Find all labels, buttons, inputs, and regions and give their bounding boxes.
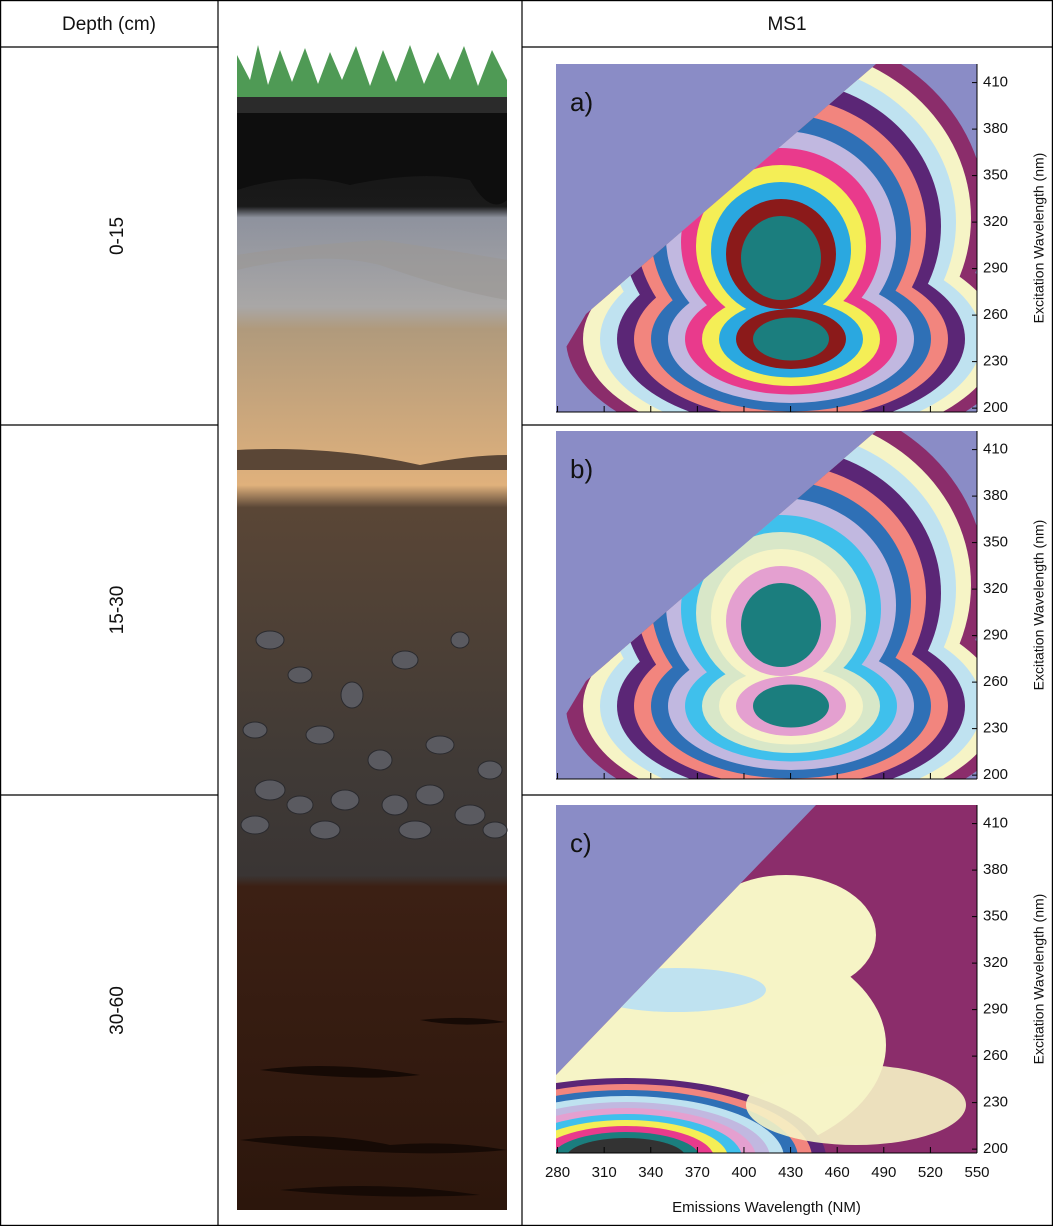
depth-label: 15-30 [107, 586, 128, 635]
y-tick-label: 410 [983, 74, 1008, 91]
panel-label: c) [570, 828, 592, 858]
x-tick-label: 430 [778, 1164, 803, 1181]
contour [746, 1065, 966, 1145]
y-tick-label: 410 [983, 441, 1008, 458]
y-tick-label: 230 [983, 353, 1008, 370]
y-tick-label: 290 [983, 260, 1008, 277]
page: Depth (cm) MS1 0-15 a) 200 230 260 290 320 350 3… [0, 0, 1053, 1231]
y-tick-label: 200 [983, 399, 1008, 416]
x-tick-label: 490 [871, 1164, 896, 1181]
header-sample: MS1 [767, 14, 806, 35]
figure: Depth (cm) MS1 0-15 a) 200 230 260 290 320 350 3… [0, 0, 1053, 1226]
y-tick-label: 410 [983, 815, 1008, 832]
x-axis-label: Emissions Wavelength (NM) [672, 1199, 861, 1216]
eem-plot: c) 200 230 260 290 320 350 380 410 280 310 340 370 40… [426, 805, 1047, 1226]
y-tick-label: 230 [983, 1094, 1008, 1111]
y-tick-label: 290 [983, 627, 1008, 644]
contour [566, 1138, 686, 1178]
x-tick-label: 370 [685, 1164, 710, 1181]
y-tick-label: 290 [983, 1001, 1008, 1018]
y-tick-label: 200 [983, 1140, 1008, 1157]
y-tick-label: 260 [983, 1047, 1008, 1064]
y-tick-label: 320 [983, 954, 1008, 971]
soil-profile [237, 45, 507, 1210]
eem-plot: a) 200 230 260 290 320 350 380 410 Excitation Wav… [556, 29, 1047, 454]
contour [753, 685, 829, 728]
panel-label: b) [570, 454, 593, 484]
y-tick-label: 350 [983, 167, 1008, 184]
y-tick-label: 380 [983, 120, 1008, 137]
x-tick-label: 280 [545, 1164, 570, 1181]
header-depth: Depth (cm) [62, 14, 156, 35]
y-tick-label: 380 [983, 487, 1008, 504]
y-tick-label: 200 [983, 766, 1008, 783]
y-tick-label: 230 [983, 720, 1008, 737]
y-axis-label: Excitation Wavelength (nm) [1031, 520, 1047, 691]
x-tick-label: 550 [964, 1164, 989, 1181]
panel-label: a) [570, 87, 593, 117]
contour [741, 583, 821, 667]
y-tick-label: 380 [983, 861, 1008, 878]
x-tick-label: 460 [825, 1164, 850, 1181]
y-tick-label: 350 [983, 534, 1008, 551]
depth-label: 0-15 [107, 217, 128, 255]
x-tick-label: 310 [592, 1164, 617, 1181]
contour [741, 216, 821, 300]
y-axis-label: Excitation Wavelength (nm) [1031, 153, 1047, 324]
y-tick-label: 260 [983, 306, 1008, 323]
x-tick-label: 400 [731, 1164, 756, 1181]
y-tick-label: 350 [983, 908, 1008, 925]
x-tick-label: 340 [638, 1164, 663, 1181]
y-tick-label: 260 [983, 673, 1008, 690]
x-tick-label: 520 [918, 1164, 943, 1181]
y-tick-label: 320 [983, 213, 1008, 230]
eem-plot: b) 200 230 260 290 320 350 380 410 Excitation Wav… [556, 396, 1047, 821]
y-tick-label: 320 [983, 580, 1008, 597]
y-axis-label: Excitation Wavelength (nm) [1031, 894, 1047, 1065]
contour [753, 318, 829, 361]
depth-label: 30-60 [107, 986, 128, 1035]
